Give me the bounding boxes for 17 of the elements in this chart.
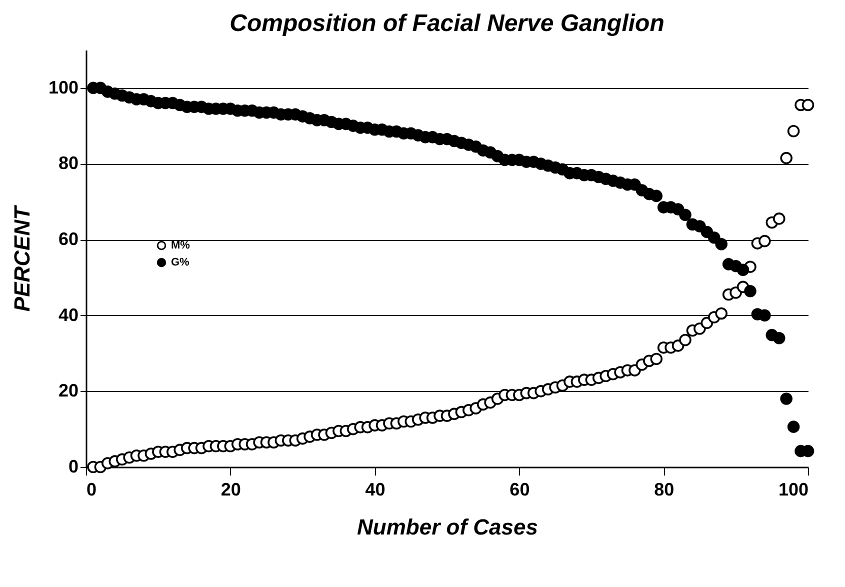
legend-label: M%	[171, 240, 190, 252]
x-tick-label: 100	[778, 480, 808, 500]
x-axis-title: Number of Cases	[357, 514, 538, 540]
x-tick-label: 20	[220, 480, 241, 500]
x-tick-label: 80	[654, 480, 674, 500]
y-axis-title: PERCENT	[9, 204, 34, 312]
y-tick-label: 100	[48, 77, 78, 98]
x-tick-label: 60	[510, 480, 530, 500]
y-tick-label: 80	[58, 153, 78, 174]
x-tick-label: 0	[86, 480, 97, 500]
chart-title: Composition of Facial Nerve Ganglion	[230, 10, 664, 37]
legend-label: G%	[171, 256, 190, 268]
y-tick-label: 20	[58, 380, 78, 401]
y-tick-label: 40	[58, 304, 78, 325]
x-tick-label: 40	[365, 480, 386, 500]
y-tick-label: 0	[68, 456, 78, 476]
y-tick-label: 60	[58, 229, 78, 250]
